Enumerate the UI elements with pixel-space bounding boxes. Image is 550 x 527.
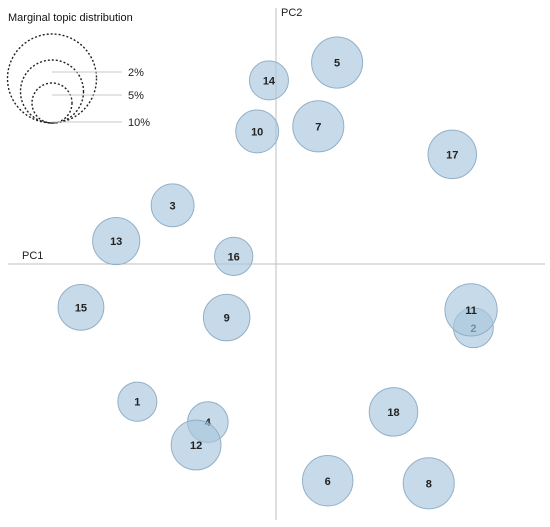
- legend-circle-1: [31, 82, 73, 124]
- topic-circle-8: [402, 457, 455, 510]
- legend-circle-3: [6, 33, 98, 124]
- topic-circle-1: [117, 381, 158, 422]
- topic-bubble-15: 15: [57, 283, 105, 331]
- topic-bubble-13: 13: [92, 216, 141, 266]
- topic-circle-18: [368, 387, 419, 437]
- legend-label-2: 5%: [128, 90, 144, 102]
- topic-label-3: 3: [170, 200, 176, 212]
- topic-circle-13: [92, 216, 141, 266]
- topic-label-8: 8: [426, 478, 432, 490]
- legend-label-1: 2%: [128, 67, 144, 79]
- legend-label-3: 10%: [128, 117, 150, 129]
- topic-circle-17: [427, 129, 477, 180]
- topic-label-17: 17: [446, 149, 458, 161]
- legend-items: 2% 5% 10%: [6, 33, 150, 129]
- topic-label-16: 16: [228, 251, 240, 263]
- legend-title: Marginal topic distribution: [8, 12, 133, 24]
- topic-label-10: 10: [251, 126, 263, 138]
- topic-bubble-11: 11: [444, 283, 498, 337]
- legend-circle-2: [19, 59, 85, 124]
- legend: Marginal topic distribution 2% 5% 10%: [6, 12, 150, 129]
- topic-bubble-9: 9: [202, 293, 251, 342]
- topic-circle-16: [214, 236, 254, 276]
- topic-bubble-18: 18: [368, 387, 419, 437]
- topic-label-13: 13: [110, 236, 122, 248]
- topic-bubble-16: 16: [214, 236, 254, 276]
- topic-circle-6: [302, 455, 354, 507]
- topic-label-6: 6: [325, 476, 331, 488]
- topic-bubble-1: 1: [117, 381, 158, 422]
- topic-circle-11: [444, 283, 498, 337]
- topic-circle-5: [311, 36, 364, 89]
- topic-label-18: 18: [387, 407, 399, 419]
- topic-bubble-12: 12: [170, 419, 222, 471]
- topic-bubble-3: 3: [150, 183, 195, 228]
- topic-bubble-5: 5: [311, 36, 364, 89]
- topic-label-14: 14: [263, 75, 276, 87]
- topic-circle-3: [150, 183, 195, 228]
- topic-bubble-7: 7: [292, 100, 345, 153]
- topic-label-7: 7: [315, 121, 321, 133]
- topic-label-15: 15: [75, 302, 87, 314]
- topic-circle-15: [57, 283, 105, 331]
- topic-label-12: 12: [190, 440, 202, 452]
- topic-bubble-10: 10: [235, 109, 280, 154]
- topic-bubble-6: 6: [302, 455, 354, 507]
- x-axis-label: PC1: [22, 250, 43, 262]
- topic-label-11: 11: [465, 305, 477, 317]
- topic-label-5: 5: [334, 58, 340, 70]
- topic-circle-9: [202, 293, 251, 342]
- topic-circle-7: [292, 100, 345, 153]
- topic-label-1: 1: [134, 397, 140, 409]
- topic-label-9: 9: [224, 313, 230, 325]
- topic-circle-14: [248, 60, 289, 101]
- topic-bubble-14: 14: [248, 60, 289, 101]
- topic-circle-12: [170, 419, 222, 471]
- y-axis-label: PC2: [281, 7, 302, 19]
- topic-bubbles: 123456789101112131415161718: [57, 36, 498, 510]
- topic-circle-10: [235, 109, 280, 154]
- topic-bubble-17: 17: [427, 129, 477, 180]
- topic-bubble-8: 8: [402, 457, 455, 510]
